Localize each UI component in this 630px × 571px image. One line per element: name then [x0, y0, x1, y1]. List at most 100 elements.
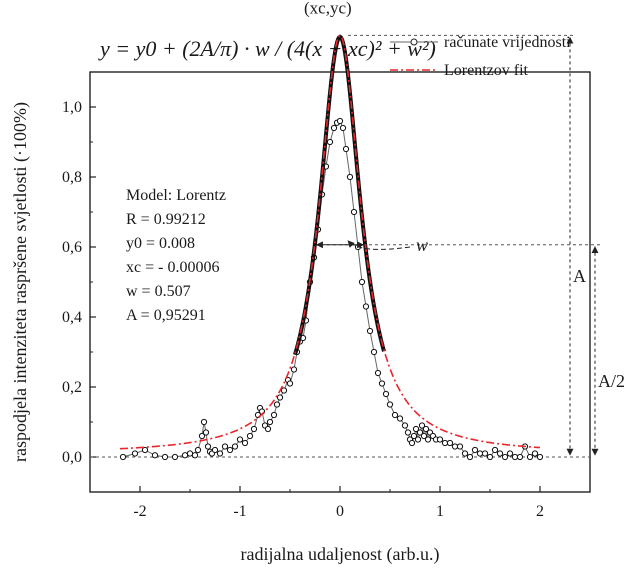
data-point — [456, 443, 464, 450]
data-point — [491, 446, 499, 454]
data-point — [266, 418, 274, 426]
data-point — [391, 411, 399, 419]
data-point — [342, 145, 350, 153]
data-point — [339, 124, 347, 132]
x-axis-ticks: -2 -1 0 1 2 — [89, 486, 591, 520]
half-amplitude-label: A/2 — [598, 371, 625, 391]
model-title: Model: Lorentz — [126, 187, 226, 204]
data-point — [336, 117, 344, 125]
data-point — [366, 327, 374, 335]
y-axis-title: raspodjela intenziteta raspršene svjetlo… — [10, 102, 31, 462]
data-point — [350, 208, 358, 216]
data-point — [270, 411, 278, 419]
data-point — [506, 450, 514, 457]
data-point — [436, 436, 444, 443]
data-point — [264, 425, 272, 433]
x-axis-title: radijalna udaljenost (arb.u.) — [241, 544, 440, 565]
data-point — [346, 173, 354, 181]
data-point — [471, 446, 479, 454]
data-point — [273, 401, 281, 408]
data-point — [246, 432, 254, 440]
data-point — [420, 432, 428, 440]
data-point — [396, 415, 404, 422]
data-point — [516, 453, 524, 461]
data-point — [382, 390, 390, 398]
data-point — [416, 429, 424, 436]
model-a-value: A = 0,95291 — [126, 307, 206, 324]
y-tick-label: 0,6 — [62, 239, 82, 256]
data-point — [466, 453, 474, 461]
data-point — [511, 453, 519, 461]
y-tick-label: 0,0 — [62, 449, 82, 466]
x-tick-label: 1 — [436, 503, 444, 520]
data-point — [250, 425, 258, 433]
data-point — [194, 446, 202, 454]
legend-data-marker — [410, 38, 418, 46]
data-point — [441, 439, 449, 447]
data-point — [408, 439, 416, 447]
data-point — [204, 443, 212, 450]
data-point — [374, 369, 382, 377]
model-w-value: w = 0.507 — [126, 283, 191, 300]
formula-text: y = y0 + (2A/π) · w / (4(x − xc)² + w²) — [98, 36, 436, 61]
x-tick-label: -1 — [233, 503, 246, 520]
data-point — [418, 422, 426, 429]
data-point — [280, 387, 288, 394]
data-point — [496, 450, 504, 457]
y-axis-ticks: 0,0 0,2 0,4 0,6 0,8 1,0 — [62, 71, 96, 493]
data-point — [226, 446, 234, 454]
y-tick-label: 0,4 — [62, 309, 82, 326]
model-parameters: Model: Lorentz R = 0.99212 y0 = 0.008 xc… — [126, 187, 226, 324]
width-label: w — [416, 235, 428, 255]
data-point — [191, 452, 199, 459]
data-point — [330, 124, 338, 132]
data-point — [401, 422, 409, 429]
data-point — [131, 450, 139, 457]
y-tick-label: 0,2 — [62, 379, 82, 396]
lorentz-fit-line — [120, 34, 541, 450]
data-point — [481, 450, 489, 457]
data-point — [326, 138, 334, 146]
data-point — [451, 443, 459, 450]
x-tick-label: -2 — [133, 503, 146, 520]
data-point — [422, 425, 430, 433]
data-point — [461, 450, 469, 457]
model-xc-value: xc = - 0.00006 — [126, 259, 219, 276]
data-point — [486, 453, 494, 461]
data-point — [200, 418, 208, 426]
data-point — [414, 436, 422, 443]
data-point — [202, 429, 210, 436]
data-point — [161, 453, 169, 461]
data-point — [151, 452, 159, 459]
data-point — [181, 452, 189, 459]
data-point — [362, 303, 370, 310]
data-point — [358, 278, 366, 286]
lorentz-formula: y = y0 + (2A/π) · w / (4(x − xc)² + w²) — [98, 36, 436, 61]
data-point — [276, 394, 284, 401]
data-point — [501, 453, 509, 461]
data-point — [171, 453, 179, 461]
peak-label: (xc,yc) — [304, 0, 352, 17]
data-point — [231, 443, 239, 450]
data-point — [526, 453, 534, 461]
data-point — [424, 436, 432, 443]
data-point — [216, 450, 224, 457]
width-pointer-curve — [347, 240, 411, 250]
data-point — [141, 446, 149, 454]
data-point — [211, 446, 219, 454]
data-point — [412, 425, 420, 433]
y-tick-label: 1,0 — [62, 99, 82, 116]
legend-entry-data: računate vrijednosti — [444, 34, 571, 51]
data-point — [286, 380, 294, 387]
data-point — [370, 348, 378, 356]
data-point — [241, 439, 249, 447]
data-point — [378, 380, 386, 387]
data-point — [531, 450, 539, 457]
legend: računate vrijednosti Lorentzov fit — [390, 34, 571, 79]
data-point — [536, 453, 544, 461]
data-point — [221, 443, 229, 450]
data-point — [446, 439, 454, 447]
amplitude-label: A — [573, 266, 586, 286]
data-point — [236, 436, 244, 443]
x-tick-label: 2 — [536, 503, 544, 520]
